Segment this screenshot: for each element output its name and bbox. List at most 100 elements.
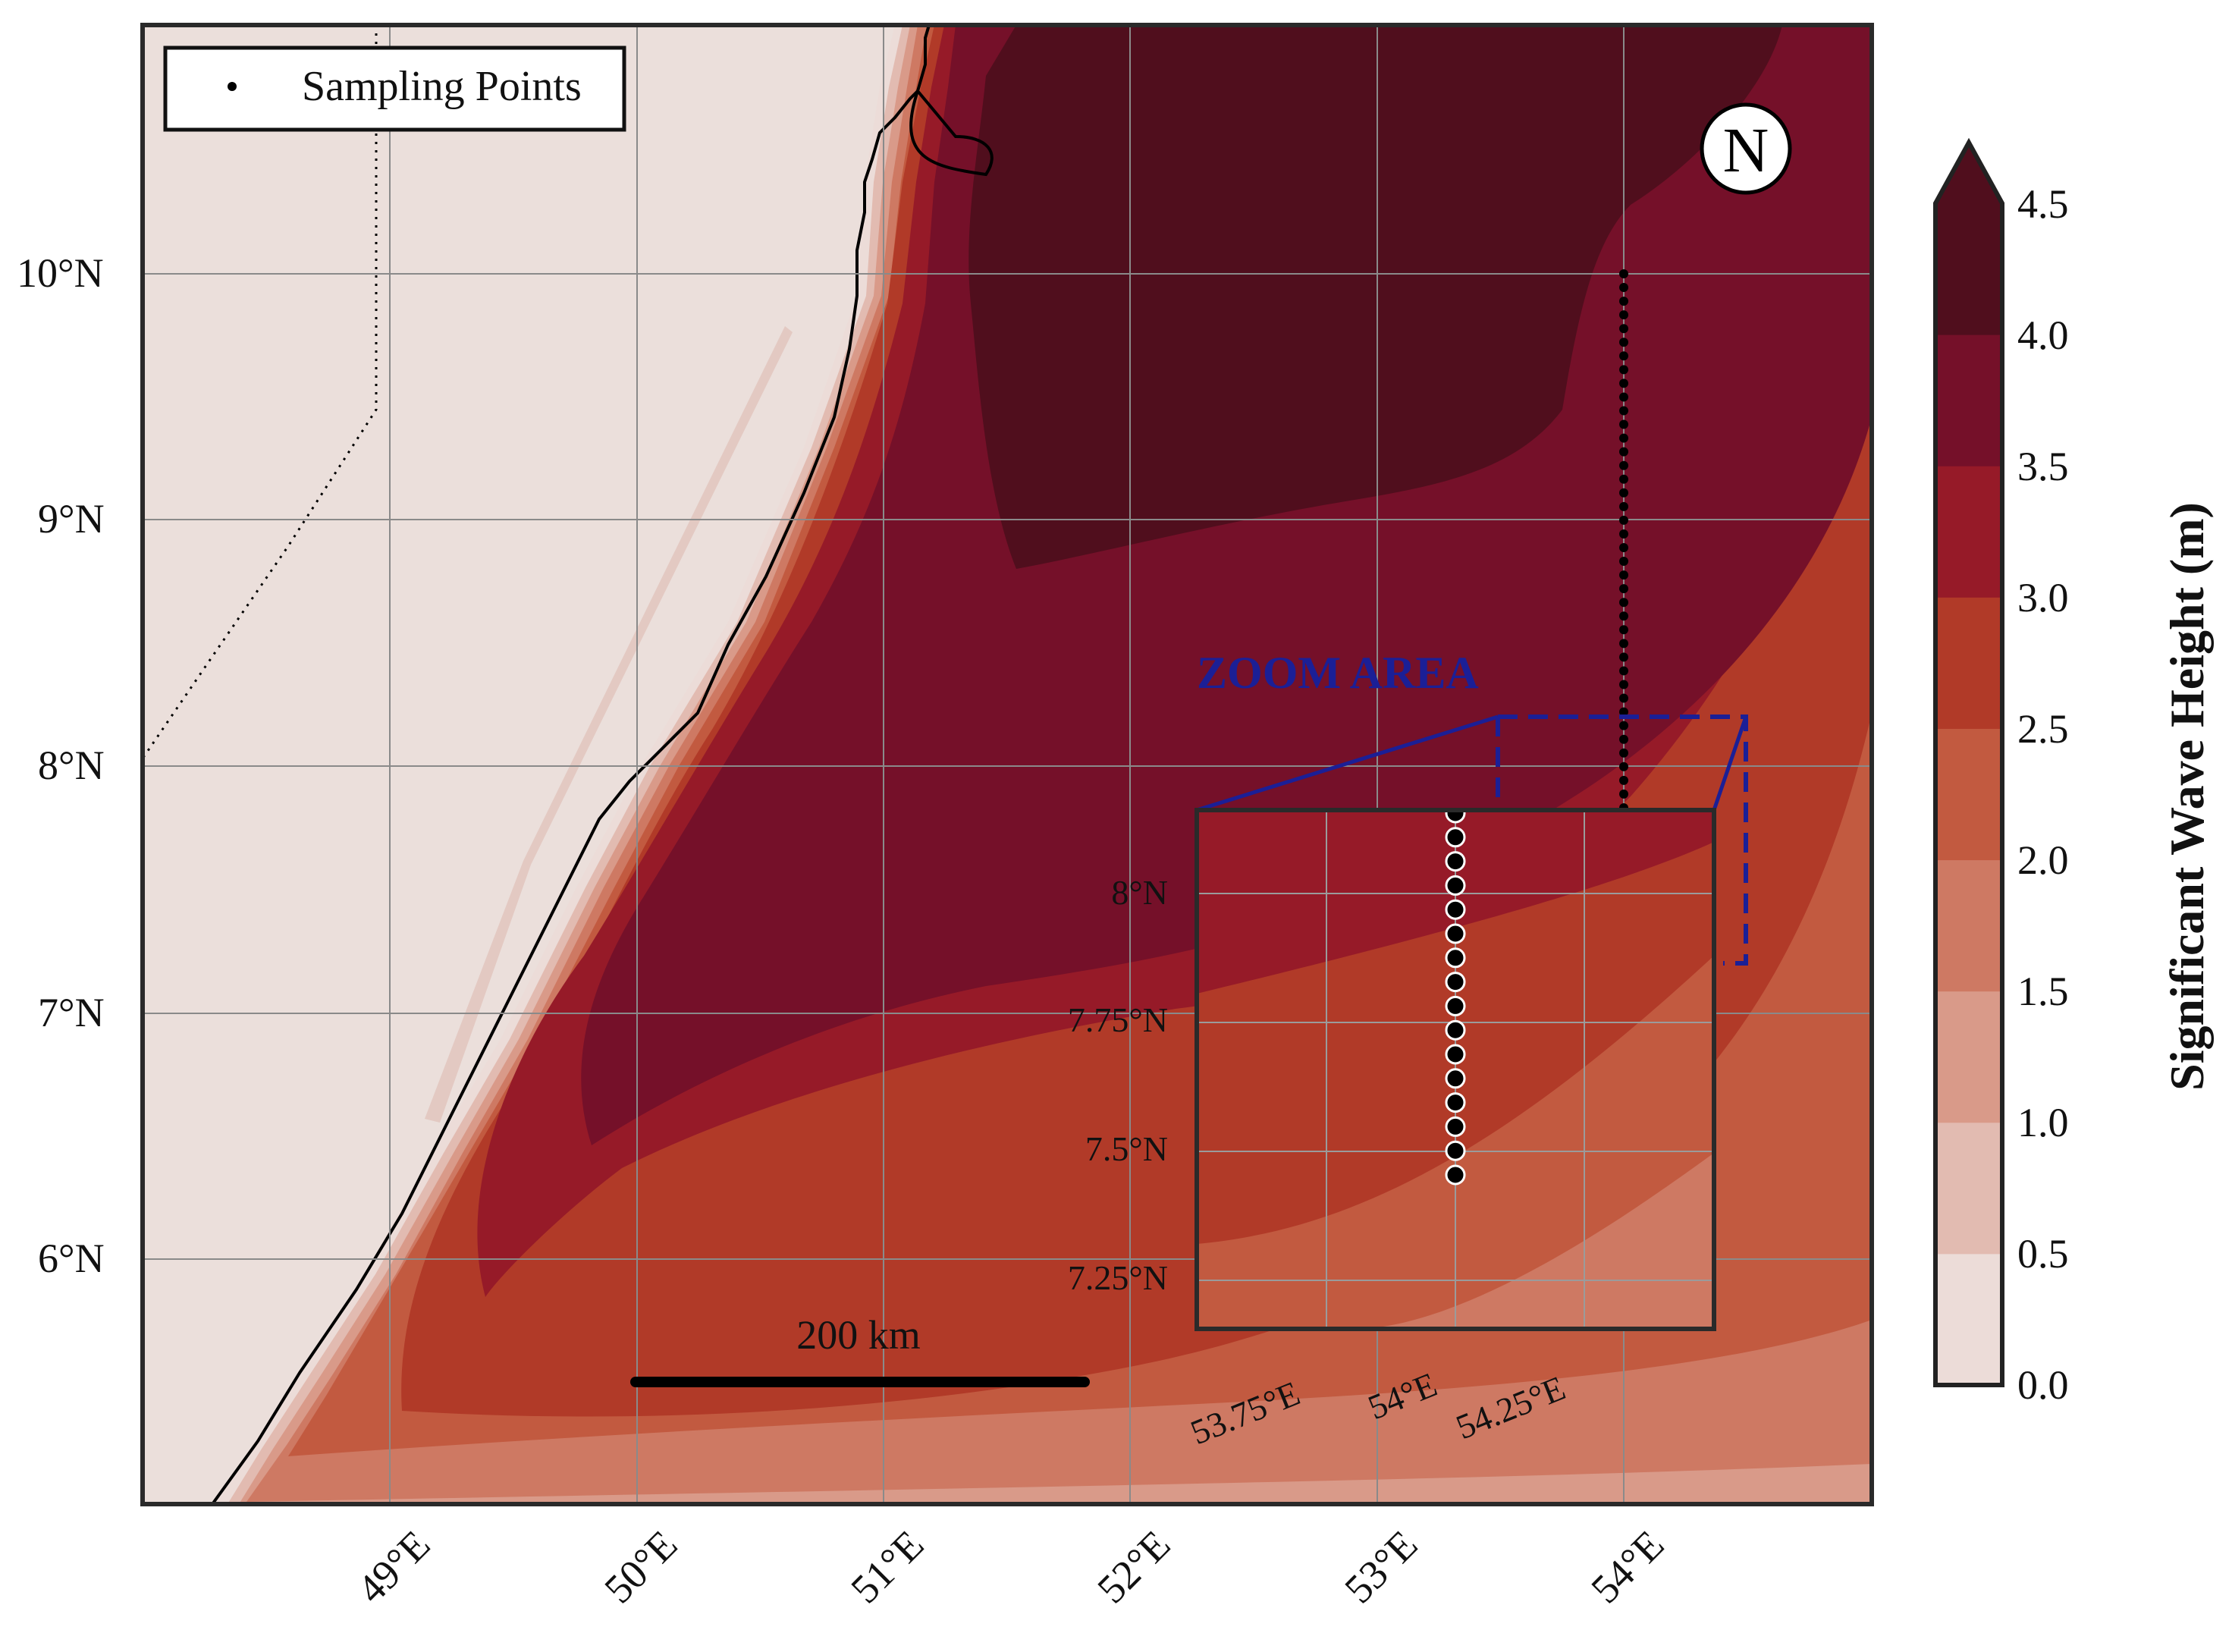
sampling-point-inset: [1445, 1044, 1466, 1065]
colorbar-tick: 1.5: [2017, 969, 2069, 1014]
sampling-point-inset: [1445, 995, 1466, 1016]
sampling-point-inset: [1445, 899, 1466, 920]
sampling-point: [1619, 570, 1628, 580]
sampling-point: [1619, 734, 1628, 744]
colorbar-segments: [1935, 203, 2002, 1386]
colorbar-tick: 3.0: [2017, 575, 2069, 620]
colorbar-segment: [1935, 334, 2002, 466]
sampling-point-inset: [1445, 827, 1466, 848]
lat-tick: 7°N: [38, 990, 105, 1035]
sampling-point: [1619, 625, 1628, 635]
sampling-point-inset: [1445, 923, 1466, 944]
colorbar-tick: 3.5: [2017, 444, 2069, 489]
lat-tick: 8°N: [38, 743, 105, 788]
zoom-region-box: [1496, 715, 1748, 966]
sampling-point: [1619, 488, 1628, 498]
colorbar-tick: 0.0: [2017, 1362, 2069, 1408]
legend-point-marker: [228, 82, 237, 91]
sampling-point: [1619, 378, 1628, 388]
sampling-point-inset: [1445, 972, 1466, 993]
sampling-point-inset: [1445, 1116, 1466, 1137]
sampling-point-inset: [1445, 810, 1466, 824]
lon-tick: 50°E: [595, 1522, 686, 1612]
colorbar-extend-arrow: [1935, 143, 2002, 203]
sampling-point: [1619, 460, 1628, 470]
legend-box: [163, 46, 626, 132]
colorbar-tick: 2.5: [2017, 706, 2069, 752]
sampling-point: [1619, 557, 1628, 567]
sampling-point: [1619, 652, 1628, 662]
nearshore-speckle-band: [425, 326, 793, 1123]
sampling-point: [1619, 310, 1628, 320]
lat-tick: 9°N: [38, 496, 105, 542]
colorbar-segment: [1935, 597, 2002, 729]
sampling-point: [1619, 297, 1628, 306]
colorbar-segment: [1935, 1122, 2002, 1255]
colorbar-tick: 4.5: [2017, 181, 2069, 227]
sampling-point: [1619, 639, 1628, 649]
sampling-point: [1619, 501, 1628, 511]
north-arrow: N: [1700, 102, 1792, 195]
sampling-point: [1619, 269, 1628, 278]
colorbar: 4.5 4.0 3.5 3.0 2.5 2.0 1.5 1.0 0.5 0.0 …: [1933, 137, 2214, 1408]
colorbar-segment: [1935, 466, 2002, 598]
lon-tick-labels: 49°E 50°E 51°E 52°E 53°E 54°E: [348, 1522, 1672, 1612]
colorbar-outline: [1933, 137, 2004, 1387]
sampling-point: [1619, 324, 1628, 334]
north-arrow-circle: [1700, 102, 1792, 195]
lat-tick: 6°N: [38, 1236, 105, 1281]
sampling-point: [1619, 598, 1628, 608]
wave-band-4-5: [968, 25, 1782, 569]
sampling-point: [1619, 474, 1628, 484]
sampling-point: [1619, 775, 1628, 785]
sampling-point: [1619, 789, 1628, 799]
colorbar-segment: [1935, 859, 2002, 992]
sampling-point: [1619, 338, 1628, 347]
sampling-point: [1619, 283, 1628, 293]
lon-tick: 53°E: [1336, 1522, 1426, 1612]
colorbar-segment: [1935, 1253, 2002, 1386]
sampling-point: [1619, 707, 1628, 717]
colorbar-segment: [1935, 203, 2002, 335]
inset-lat-tick: 7.25°N: [1068, 1258, 1168, 1297]
legend: Sampling Points: [163, 46, 626, 132]
sampling-point: [1619, 515, 1628, 525]
lon-tick: 52°E: [1088, 1522, 1179, 1612]
sampling-point: [1619, 680, 1628, 689]
colorbar-tick: 0.5: [2017, 1231, 2069, 1277]
sampling-point: [1619, 351, 1628, 361]
colorbar-tick-labels: 4.5 4.0 3.5 3.0 2.5 2.0 1.5 1.0 0.5 0.0: [2017, 181, 2069, 1408]
sampling-point: [1619, 529, 1628, 539]
zoom-area-label: ZOOM AREA: [1197, 648, 1479, 698]
colorbar-tick: 2.0: [2017, 837, 2069, 883]
sampling-point-inset: [1445, 1092, 1466, 1113]
lon-tick: 51°E: [842, 1522, 932, 1612]
sampling-point: [1619, 762, 1628, 771]
sampling-point: [1619, 365, 1628, 375]
lon-tick: 54°E: [1582, 1522, 1672, 1612]
inset-lat-tick: 7.5°N: [1085, 1129, 1168, 1168]
sampling-point-inset: [1445, 1019, 1466, 1041]
inset-panel: [1197, 810, 1714, 1329]
sampling-point: [1619, 433, 1628, 443]
sampling-point-inset: [1445, 1140, 1466, 1161]
coastline: [211, 25, 931, 1504]
zoom-connector: [1196, 715, 1748, 812]
sampling-point: [1619, 406, 1628, 416]
north-arrow-label: N: [1723, 115, 1769, 186]
sampling-point-inset: [1445, 851, 1466, 872]
sampling-point: [1619, 666, 1628, 676]
sampling-point-inset: [1445, 1068, 1466, 1089]
inset-lat-tick: 8°N: [1111, 873, 1168, 912]
sampling-points-inset: [1445, 810, 1466, 1186]
inset-frame: [1194, 808, 1716, 1331]
sampling-point-inset: [1445, 875, 1466, 896]
sampling-point: [1619, 584, 1628, 594]
scale-bar-label: 200 km: [796, 1312, 921, 1358]
map-frame: [140, 23, 1874, 1506]
lat-tick-labels: 10°N 9°N 8°N 7°N 6°N: [17, 250, 105, 1281]
sampling-point: [1619, 392, 1628, 402]
sampling-point: [1619, 611, 1628, 621]
colorbar-segment: [1935, 728, 2002, 861]
